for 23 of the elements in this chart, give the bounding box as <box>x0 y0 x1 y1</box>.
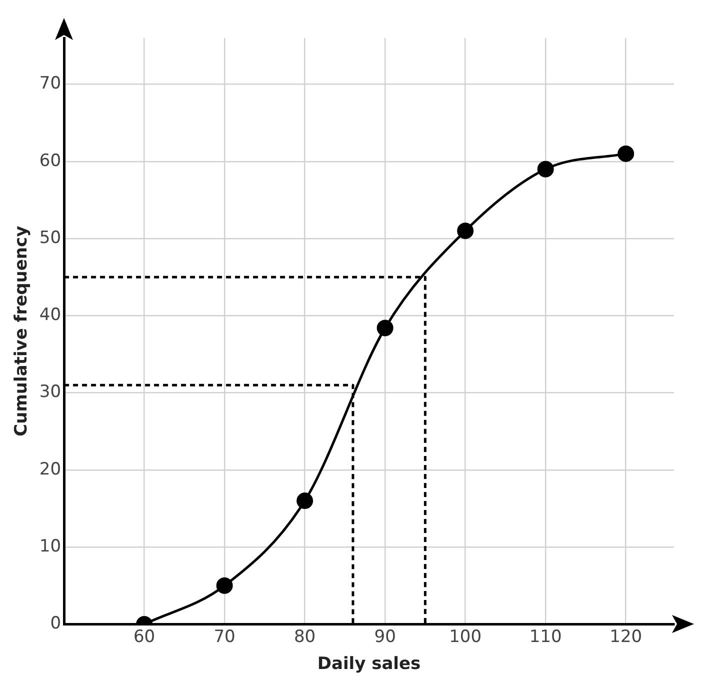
point <box>618 145 634 162</box>
point <box>457 222 474 240</box>
point <box>296 492 314 510</box>
y-tick-label: 20 <box>39 459 62 480</box>
y-axis-title: Cumulative frequency <box>12 226 32 436</box>
x-tick-label: 70 <box>214 626 236 647</box>
x-tick-label: 110 <box>529 626 562 647</box>
point <box>376 320 394 336</box>
y-tick-label: 60 <box>39 150 62 171</box>
y-tick-label: 50 <box>39 228 62 248</box>
x-tick-label: 90 <box>374 626 396 647</box>
y-tick-label: 70 <box>39 74 62 94</box>
y-tick-label: 0 <box>50 614 62 634</box>
x-axis-title: Daily sales <box>317 654 421 674</box>
y-tick-label: 10 <box>39 536 62 556</box>
point <box>216 577 233 594</box>
x-tick-label: 100 <box>449 626 482 647</box>
x-tick-label: 60 <box>133 626 156 647</box>
y-tick-label: 30 <box>39 382 62 402</box>
x-tick-label: 120 <box>610 626 642 647</box>
point <box>537 160 554 178</box>
x-tick-label: 80 <box>294 626 316 647</box>
y-tick-label: 40 <box>39 305 62 326</box>
